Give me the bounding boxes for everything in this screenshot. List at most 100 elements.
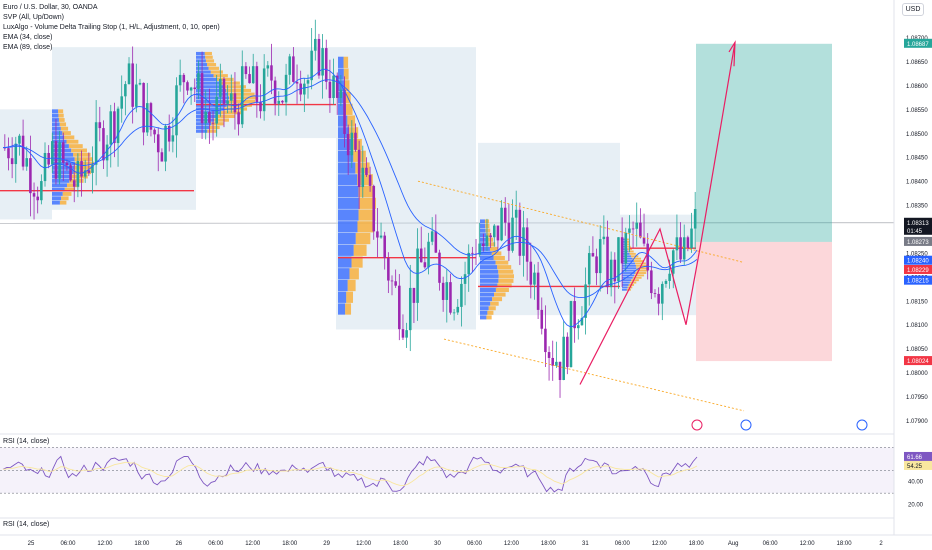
candle-body xyxy=(653,293,657,294)
profile-bar-up xyxy=(338,68,344,80)
profile-bar-up xyxy=(196,81,221,85)
profile-bar-up xyxy=(52,118,59,122)
rsi-badge xyxy=(904,451,932,461)
trend-drawings[interactable] xyxy=(417,40,868,431)
profile-bar-down xyxy=(626,243,630,246)
profile-bar-up xyxy=(196,103,227,107)
time-tick: 06:00 xyxy=(208,541,224,547)
time-tick: 06:00 xyxy=(467,541,483,547)
candle-body xyxy=(288,56,292,75)
candle-body xyxy=(339,89,343,98)
profile-bar-up xyxy=(196,125,210,130)
profile-bar-down xyxy=(635,262,646,265)
profile-bar-up xyxy=(338,232,356,245)
profile-bar-up xyxy=(622,284,629,286)
profile-bar-up xyxy=(480,306,489,311)
rsi-legend[interactable]: RSI (14, close) xyxy=(3,438,50,445)
rsi-legend-2[interactable]: RSI (14, close) xyxy=(3,521,50,528)
channel-lower xyxy=(443,338,745,412)
profile-bar-up xyxy=(52,109,59,114)
profile-bar-down xyxy=(357,221,374,233)
profile-bar-up xyxy=(196,77,217,82)
candle-body xyxy=(412,287,416,303)
profile-bar-down xyxy=(351,256,363,268)
legend-svp[interactable]: SVP (All, Up/Down) xyxy=(3,14,64,21)
profile-bar-down xyxy=(204,51,212,56)
profile-bar-up xyxy=(52,196,62,201)
price-tick: 1.08150 xyxy=(906,299,928,305)
candle-body xyxy=(365,167,368,175)
candle-body xyxy=(295,81,299,84)
indicator-legend: Euro / U.S. Dollar, 30, OANDA SVP (All, … xyxy=(3,3,220,53)
time-tick: 12:00 xyxy=(97,541,113,547)
candle-body xyxy=(533,272,536,285)
profile-bar-down xyxy=(495,260,509,265)
profile-bar-up xyxy=(338,174,358,186)
profile-bar-down xyxy=(634,274,645,277)
candle-body xyxy=(219,78,222,97)
candle-body xyxy=(617,237,620,282)
candle-body xyxy=(598,239,602,274)
profile-bar-up xyxy=(196,88,227,93)
price-tick: 1.08600 xyxy=(906,84,928,90)
candle-body xyxy=(405,330,408,338)
candle-body xyxy=(116,108,120,144)
symbol-title[interactable]: Euro / U.S. Dollar, 30, OANDA xyxy=(3,4,98,11)
profile-bar-up xyxy=(480,283,498,288)
candle-body xyxy=(376,231,379,238)
profile-bar-up xyxy=(338,185,359,198)
candle-body xyxy=(306,80,310,84)
candle-body xyxy=(240,66,244,125)
price-tick: 1.08450 xyxy=(906,156,928,162)
candle-body xyxy=(58,142,61,179)
profile-bar-down xyxy=(636,267,648,270)
profile-bar-down xyxy=(209,125,220,130)
legend-ema34[interactable]: EMA (34, close) xyxy=(3,34,53,41)
legend-ema89[interactable]: EMA (89, close) xyxy=(3,44,53,51)
candle-body xyxy=(149,103,153,130)
candle-body xyxy=(430,231,434,242)
profile-bar-up xyxy=(338,197,359,209)
profile-bar-down xyxy=(210,70,223,74)
candle-body xyxy=(164,125,167,162)
profile-bar-down xyxy=(211,122,224,126)
candle-body xyxy=(262,68,266,112)
candle-body xyxy=(244,66,248,75)
profile-bar-down xyxy=(347,115,356,127)
profile-bar-up xyxy=(338,115,348,127)
candle-body xyxy=(91,164,94,173)
profile-bar-down xyxy=(343,68,349,80)
candle-body xyxy=(105,144,109,161)
candle-body xyxy=(631,228,635,230)
profile-bar-up xyxy=(622,243,627,246)
time-tick: 12:00 xyxy=(504,541,520,547)
profile-bar-up xyxy=(52,174,72,179)
time-tick: 12:00 xyxy=(356,541,372,547)
candle-body xyxy=(350,132,354,156)
candle-body xyxy=(215,96,218,124)
profile-bar-up xyxy=(622,281,630,284)
stop-zone xyxy=(696,241,832,362)
candle-body xyxy=(25,158,29,167)
profile-bar-down xyxy=(207,129,217,133)
profile-bar-down xyxy=(628,250,634,253)
profile-bar-down xyxy=(59,200,67,205)
profile-bar-up xyxy=(480,228,486,233)
profile-bar-down xyxy=(355,232,371,245)
candle-body xyxy=(328,81,332,99)
candle-body xyxy=(346,133,350,156)
ema89-line xyxy=(2,79,698,299)
profile-bar-up xyxy=(196,92,229,96)
candle-body xyxy=(500,207,503,241)
profile-bar-down xyxy=(62,131,71,135)
time-tick: 29 xyxy=(323,541,330,547)
long-position-tool[interactable] xyxy=(696,43,832,362)
profile-bar-down xyxy=(64,187,76,192)
profile-bar-up xyxy=(52,148,72,153)
currency-button[interactable]: USD xyxy=(902,3,924,16)
legend-luxalgo[interactable]: LuxAlgo - Volume Delta Trailing Stop (1,… xyxy=(3,24,220,31)
price-tick: 1.08350 xyxy=(906,204,928,210)
profile-bar-up xyxy=(622,257,633,260)
profile-bar-down xyxy=(494,292,506,297)
